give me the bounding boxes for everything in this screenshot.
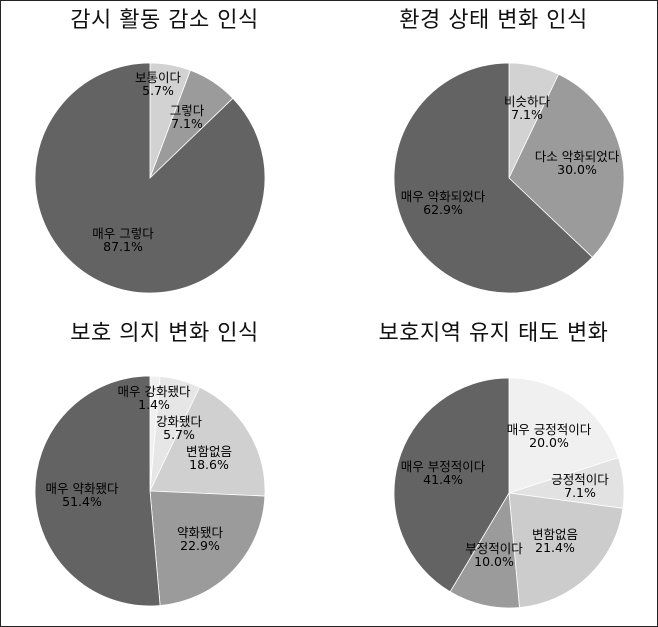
chart-title: 보호지역 유지 태도 변화 xyxy=(378,321,609,346)
slice-category: 매우 약화됐다 xyxy=(45,481,119,496)
slice-label: 긍정적이다 7.1% xyxy=(551,473,609,499)
slice-label: 강화됐다 5.7% xyxy=(156,415,202,441)
pie-slice xyxy=(393,62,593,294)
panel-protected-area-attitude: 보호지역 유지 태도 변화 xyxy=(329,313,658,626)
pie-slice xyxy=(149,386,266,497)
chart-title: 환경 상태 변화 인식 xyxy=(399,8,588,33)
slice-percent: 62.9% xyxy=(423,202,463,217)
slice-percent: 18.6% xyxy=(189,457,229,472)
slice-category: 긍정적이다 xyxy=(551,472,609,487)
slice-label: 부정적이다 10.0% xyxy=(465,542,523,568)
slice-percent: 20.0% xyxy=(529,435,569,450)
slice-category: 부정적이다 xyxy=(465,541,523,556)
slice-category: 보통이다 xyxy=(134,70,182,85)
pie-slice xyxy=(34,62,266,294)
slice-percent: 5.7% xyxy=(142,83,174,98)
slice-category: 약화됐다 xyxy=(176,525,224,540)
slice-category: 비슷하다 xyxy=(503,94,551,109)
slice-category: 변함없음 xyxy=(531,527,579,542)
slice-category: 다소 악화되었다 xyxy=(534,149,620,164)
slice-label: 매우 강화됐다 1.4% xyxy=(118,385,191,411)
slice-label: 매우 그렇다 87.1% xyxy=(92,227,153,253)
pie-slice xyxy=(149,490,266,606)
pie-slice xyxy=(34,375,161,607)
slice-category: 매우 부정적이다 xyxy=(400,459,486,474)
slice-percent: 51.4% xyxy=(62,494,102,509)
slice-percent: 10.0% xyxy=(474,554,514,569)
slice-percent: 21.4% xyxy=(535,540,575,555)
chart-title: 보호 의지 변화 인식 xyxy=(70,321,259,346)
slice-category: 매우 악화되었다 xyxy=(400,189,486,204)
slice-label: 보통이다 5.7% xyxy=(135,71,181,97)
panel-environment: 환경 상태 변화 인식 xyxy=(329,0,658,313)
slice-category: 매우 그렇다 xyxy=(92,226,154,241)
slice-label: 다소 악화되었다 30.0% xyxy=(535,150,619,176)
slice-category: 그렇다 xyxy=(169,103,205,118)
slice-label: 비슷하다 7.1% xyxy=(504,95,550,121)
slice-label: 그렇다 7.1% xyxy=(170,104,205,130)
slice-label: 매우 악화되었다 62.9% xyxy=(401,190,485,216)
slice-label: 매우 약화됐다 51.4% xyxy=(46,482,119,508)
slice-percent: 1.4% xyxy=(138,397,170,412)
slice-label: 변함없음 21.4% xyxy=(532,528,578,554)
pie-slice xyxy=(508,73,625,258)
pie-slice xyxy=(508,492,624,608)
slice-category: 변함없음 xyxy=(185,444,233,459)
slice-percent: 5.7% xyxy=(163,427,195,442)
pie-slice xyxy=(393,377,510,593)
slice-label: 변함없음 18.6% xyxy=(186,445,232,471)
panel-surveillance: 감시 활동 감소 인식 xyxy=(0,0,329,313)
chart-title: 감시 활동 감소 인식 xyxy=(70,8,259,33)
slice-percent: 87.1% xyxy=(103,239,143,254)
slice-percent: 7.1% xyxy=(171,116,203,131)
slice-category: 강화됐다 xyxy=(155,414,203,429)
slice-percent: 22.9% xyxy=(180,538,220,553)
slice-category: 매우 강화됐다 xyxy=(117,384,191,399)
pie-slice xyxy=(508,377,619,494)
slice-percent: 30.0% xyxy=(557,162,597,177)
slice-category: 매우 긍정적이다 xyxy=(506,422,592,437)
panel-protection-will: 보호 의지 변화 인식 xyxy=(0,313,329,626)
slice-label: 매우 긍정적이다 20.0% xyxy=(507,423,591,449)
pie-slice xyxy=(449,491,520,609)
slice-percent: 41.4% xyxy=(423,472,463,487)
slice-percent: 7.1% xyxy=(511,107,543,122)
slice-label: 매우 부정적이다 41.4% xyxy=(401,460,485,486)
slice-percent: 7.1% xyxy=(564,485,596,500)
slice-label: 약화됐다 22.9% xyxy=(177,526,223,552)
